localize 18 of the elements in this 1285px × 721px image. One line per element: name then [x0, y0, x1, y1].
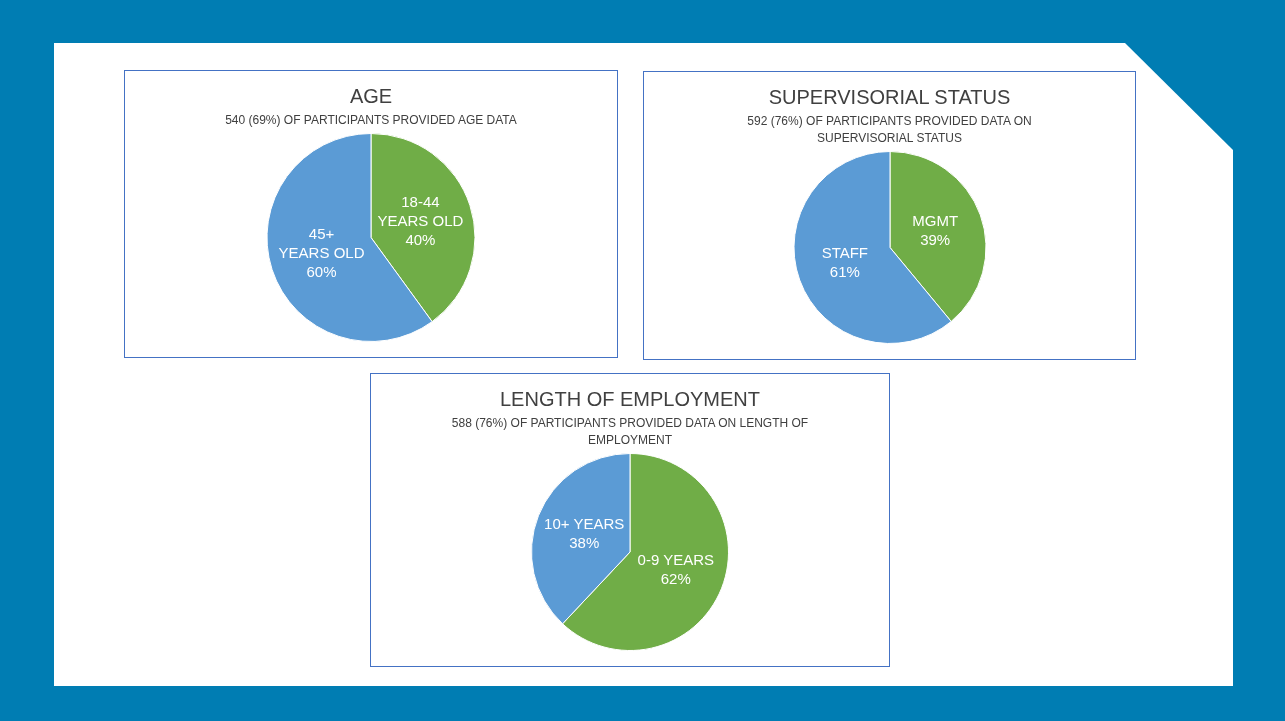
chart-subtitle: 592 (76%) OF PARTICIPANTS PROVIDED DATA ON SUPERVISORIAL STATUS: [746, 113, 1033, 147]
chart-title: LENGTH OF EMPLOYMENT: [499, 388, 761, 411]
data-label: 60%: [306, 262, 337, 280]
chart-subtitle: 588 (76%) OF PARTICIPANTS PROVIDED DATA ON LENGTH OF EMPLOYMENT: [450, 415, 810, 449]
slice-label: 0-9 YEARS: [637, 550, 715, 568]
slice-label: STAFF: [821, 244, 868, 262]
data-label: 40%: [405, 230, 436, 248]
chart-title: AGE: [348, 85, 394, 108]
data-label: 62%: [660, 569, 691, 587]
data-label: 39%: [919, 230, 950, 248]
slice-label: 10+ YEARS: [544, 514, 625, 532]
slice-label: MGMT: [911, 211, 958, 229]
chart-subtitle: 540 (69%) OF PARTICIPANTS PROVIDED AGE DATA: [224, 112, 518, 129]
slice-label: 45+ YEARS OLD: [278, 224, 365, 261]
chart-title: SUPERVISORIAL STATUS: [767, 86, 1012, 109]
data-label: 61%: [829, 263, 860, 281]
data-label: 38%: [569, 533, 600, 551]
slice-label: 18-44 YEARS OLD: [377, 192, 464, 229]
